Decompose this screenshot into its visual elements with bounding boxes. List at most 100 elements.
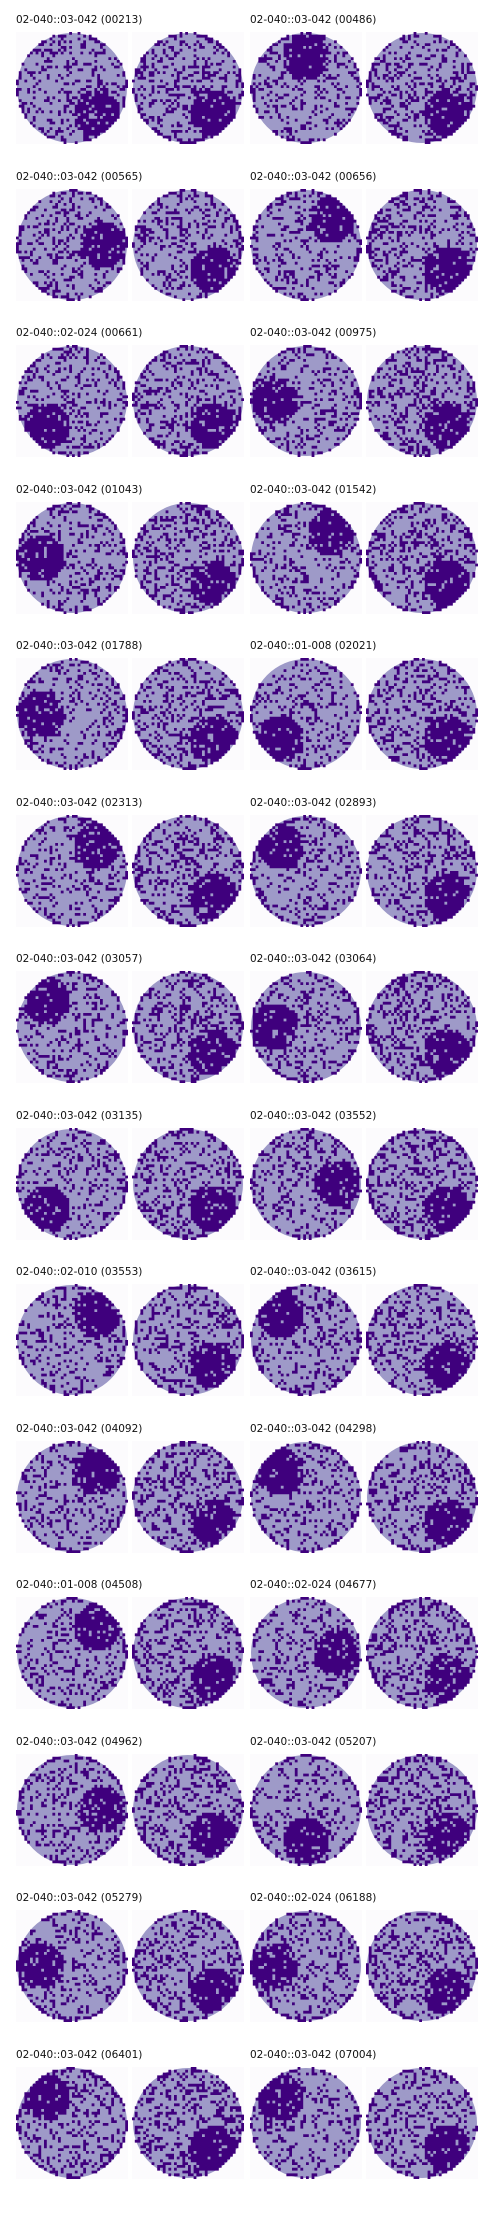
query-wafer (250, 1597, 362, 1709)
reference-wafer (366, 1284, 478, 1396)
query-wafer-map (250, 1597, 362, 1709)
query-wafer (16, 971, 128, 1083)
query-wafer-map (16, 658, 128, 770)
query-wafer-map (16, 1597, 128, 1709)
query-wafer (250, 1127, 362, 1240)
reference-wafer (366, 1597, 478, 1709)
query-wafer (250, 1284, 362, 1396)
query-wafer (250, 188, 362, 301)
query-wafer-map (16, 501, 128, 614)
query-wafer-map (16, 1910, 128, 2022)
wafer-panel-label: 02-040::03-042 (03064) (250, 953, 377, 965)
query-wafer-map (250, 658, 362, 770)
query-wafer (250, 1910, 362, 2022)
reference-wafer-map (132, 1910, 244, 2022)
wafer-panel-label: 02-040::03-042 (03552) (250, 1109, 377, 1122)
query-wafer (16, 188, 128, 301)
query-wafer (250, 658, 362, 770)
reference-wafer-map (132, 1597, 244, 1709)
wafer-panel-label: 02-040::03-042 (05279) (16, 1892, 143, 1904)
reference-wafer (366, 658, 478, 770)
query-wafer-map (16, 1284, 128, 1396)
query-wafer (16, 1597, 128, 1709)
reference-wafer (366, 1127, 478, 1240)
wafer-panel-label: 02-040::03-042 (01043) (16, 483, 143, 496)
reference-wafer (132, 345, 244, 457)
reference-wafer (366, 1910, 478, 2022)
reference-wafer-map (366, 188, 478, 301)
wafer-panel-label: 02-040::03-042 (02313) (16, 796, 143, 809)
wafer-panel-label: 02-040::03-042 (02893) (250, 796, 377, 809)
query-wafer-map (16, 2066, 128, 2179)
reference-wafer (132, 2066, 244, 2179)
wafer-panel-label: 02-040::02-024 (06188) (250, 1892, 377, 1904)
reference-wafer (132, 1910, 244, 2022)
reference-wafer (132, 658, 244, 770)
wafer-panel-label: 02-040::03-042 (03135) (16, 1109, 143, 1122)
reference-wafer-map (132, 1440, 244, 1553)
query-wafer (250, 814, 362, 927)
wafer-panel-label: 02-040::03-042 (05207) (250, 1735, 377, 1748)
reference-wafer-map (132, 1127, 244, 1240)
query-wafer (16, 1753, 128, 1866)
reference-wafer-map (132, 188, 244, 301)
reference-wafer-map (366, 1597, 478, 1709)
reference-wafer (366, 1753, 478, 1866)
query-wafer (16, 658, 128, 770)
query-wafer (250, 32, 362, 144)
wafer-panel-label: 02-040::03-042 (00975) (250, 327, 377, 339)
query-wafer-map (16, 1127, 128, 1240)
wafer-panel-label: 02-040::03-042 (04962) (16, 1735, 143, 1748)
query-wafer (16, 345, 128, 457)
query-wafer-map (250, 971, 362, 1083)
reference-wafer (366, 814, 478, 927)
wafer-panel-label: 02-040::03-042 (06401) (16, 2048, 143, 2061)
reference-wafer (366, 345, 478, 457)
query-wafer-map (250, 1910, 362, 2022)
wafer-panel-label: 02-040::02-010 (03553) (16, 1266, 143, 1278)
wafer-panel-label: 02-040::01-008 (02021) (250, 640, 377, 652)
query-wafer-map (16, 188, 128, 301)
query-wafer-map (250, 1284, 362, 1396)
reference-wafer (132, 814, 244, 927)
reference-wafer (132, 971, 244, 1083)
query-wafer (250, 1753, 362, 1866)
wafer-panel-label: 02-040::03-042 (00565) (16, 170, 143, 183)
reference-wafer-map (366, 1753, 478, 1866)
reference-wafer (132, 501, 244, 614)
wafer-panel-label: 02-040::03-042 (07004) (250, 2048, 377, 2061)
reference-wafer-map (366, 32, 478, 144)
reference-wafer-map (132, 971, 244, 1083)
reference-wafer (366, 188, 478, 301)
wafer-panel-label: 02-040::02-024 (00661) (16, 327, 143, 339)
query-wafer-map (250, 1440, 362, 1553)
reference-wafer (366, 1440, 478, 1553)
reference-wafer (366, 32, 478, 144)
wafer-panel-label: 02-040::03-042 (00213) (16, 14, 143, 26)
reference-wafer-map (366, 501, 478, 614)
wafer-panel-label: 02-040::03-042 (01788) (16, 640, 143, 652)
query-wafer-map (250, 1753, 362, 1866)
reference-wafer (132, 1127, 244, 1240)
wafer-panel-label: 02-040::02-024 (04677) (250, 1579, 377, 1591)
reference-wafer (132, 188, 244, 301)
wafer-panel-label: 02-040::03-042 (00656) (250, 170, 377, 183)
wafer-panel-label: 02-040::03-042 (04092) (16, 1422, 143, 1435)
query-wafer-map (250, 345, 362, 457)
reference-wafer (366, 971, 478, 1083)
reference-wafer-map (132, 814, 244, 927)
query-wafer-map (250, 188, 362, 301)
query-wafer-map (16, 1440, 128, 1553)
wafer-panel-label: 02-040::03-042 (01542) (250, 483, 377, 496)
query-wafer-map (250, 1127, 362, 1240)
reference-wafer (132, 1440, 244, 1553)
query-wafer-map (16, 814, 128, 927)
reference-wafer-map (366, 814, 478, 927)
reference-wafer-map (366, 1440, 478, 1553)
reference-wafer-map (132, 1284, 244, 1396)
wafer-panel-label: 02-040::03-042 (03057) (16, 953, 143, 965)
reference-wafer (366, 2066, 478, 2179)
reference-wafer-map (132, 345, 244, 457)
query-wafer (16, 1284, 128, 1396)
